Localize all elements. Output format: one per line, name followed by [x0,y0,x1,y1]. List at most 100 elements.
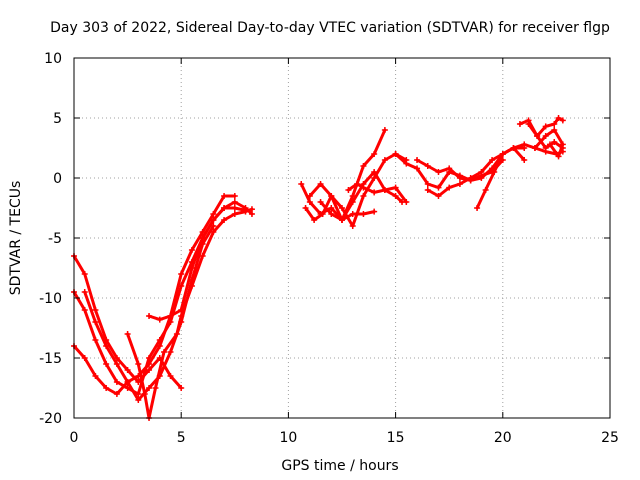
data-point-marker [92,319,99,325]
series-arc-17 [525,115,566,139]
y-tick-label: -15 [39,351,62,367]
data-point-marker [392,151,399,157]
data-point-marker [141,391,148,397]
data-point-marker [124,331,131,337]
data-point-marker [531,145,538,151]
data-point-marker [491,169,498,175]
data-point-marker [371,189,378,196]
data-point-marker [199,253,206,259]
data-point-marker [178,313,185,319]
data-point-marker [339,205,345,211]
series-arc-15 [474,145,528,211]
x-tick-label: 15 [387,430,405,446]
data-point-marker [474,205,481,211]
data-point-marker [231,193,238,199]
data-point-marker [489,165,496,172]
data-point-marker [199,235,206,241]
data-point-marker [478,169,485,175]
data-point-marker [113,379,120,385]
data-point-marker [381,187,388,193]
data-point-marker [435,184,442,191]
x-tick-label: 5 [177,430,186,446]
data-point-marker [167,313,174,319]
series-arc-1 [71,253,185,391]
data-point-marker [113,361,120,367]
data-point-marker [317,199,324,205]
data-point-marker [231,205,238,211]
grid [74,58,610,418]
data-point-marker [446,184,453,191]
data-point-marker [542,133,549,139]
data-point-marker [371,208,378,215]
data-point-marker [210,211,217,217]
y-tick-label: 10 [44,51,62,67]
data-point-marker [555,153,562,160]
data-point-marker [231,199,238,205]
data-point-marker [392,193,399,199]
x-tick-label: 10 [279,430,297,446]
data-point-marker [103,361,110,367]
y-tick-label: -20 [39,411,62,427]
data-point-marker [403,160,410,167]
data-point-marker [456,175,463,181]
data-point-marker [339,217,345,223]
data-point-marker [521,145,528,151]
data-point-marker [146,361,153,367]
data-point-marker [371,151,378,157]
series-line [533,128,565,158]
data-point-marker [167,373,174,379]
data-point-marker [210,229,217,235]
data-point-marker [555,115,562,121]
series-arc-11 [345,181,410,205]
data-point-marker [360,211,367,217]
data-point-marker [328,205,335,211]
data-point-marker [510,145,517,151]
data-point-marker [559,141,566,148]
data-point-marker [414,165,421,172]
data-point-marker [178,271,185,277]
data-point-marker [188,283,195,289]
data-point-marker [81,355,88,361]
data-point-marker [542,145,549,151]
data-point-marker [188,265,195,271]
data-point-marker [231,211,238,217]
series-line [126,207,254,420]
data-point-marker [92,307,99,313]
y-tick-label: 5 [53,111,62,127]
series-arc-5 [124,206,255,421]
series-line [475,146,526,210]
data-point-marker [210,217,217,223]
data-point-marker [435,193,442,199]
data-point-marker [167,349,174,355]
series-arc-6 [146,205,249,323]
data-point-marker [306,199,313,205]
data-point-marker [81,289,88,295]
data-point-marker [551,139,558,145]
data-point-marker [156,316,163,323]
data-point-marker [146,367,153,373]
x-axis-label: GPS time / hours [281,458,398,474]
data-point-marker [349,199,356,205]
data-point-marker [298,181,305,187]
data-point-marker [424,181,431,187]
data-point-marker [221,217,228,223]
data-point-marker [489,157,496,163]
data-point-marker [103,343,110,349]
data-point-marker [302,205,309,211]
data-point-marker [306,193,313,199]
data-point-marker [146,385,153,391]
data-point-marker [467,175,474,181]
data-point-marker [456,181,463,187]
data-point-marker [392,184,399,191]
data-point-marker [360,184,367,191]
data-point-marker [135,397,142,403]
y-tick-label: -5 [48,231,62,247]
x-tick-label: 25 [601,430,619,446]
data-point-marker [403,199,410,205]
data-point-marker [424,187,431,193]
data-point-marker [319,211,326,217]
data-point-marker [534,133,541,139]
data-point-marker [124,379,131,385]
series-line [72,194,237,396]
